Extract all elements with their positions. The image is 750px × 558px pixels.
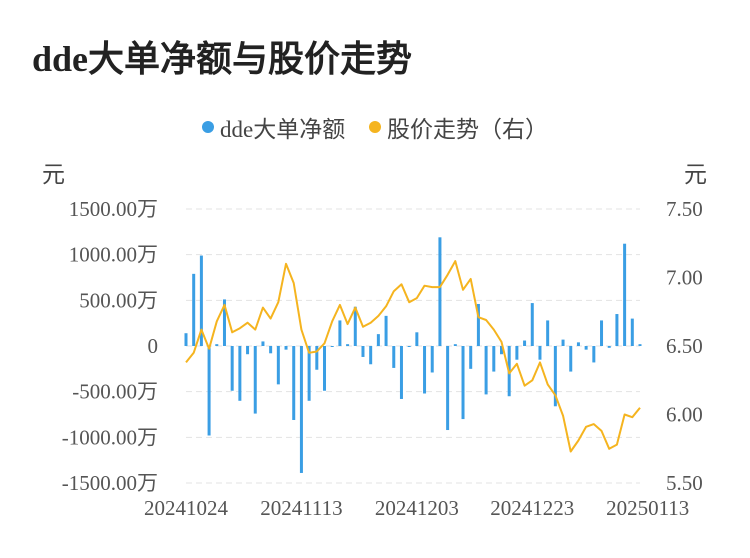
bar (461, 346, 465, 420)
right-tick-label: 6.00 (666, 403, 703, 427)
bar (484, 346, 488, 395)
bar (315, 346, 319, 370)
left-tick-label: 1500.00万 (69, 197, 158, 221)
right-axis-unit: 元 (684, 162, 707, 187)
left-tick-label: 1000.00万 (69, 243, 158, 267)
bar (246, 346, 250, 355)
bar (384, 315, 388, 346)
bar (561, 339, 565, 346)
bar (376, 334, 380, 346)
bar (607, 346, 611, 348)
bar (553, 346, 557, 407)
bar (407, 346, 411, 347)
right-tick-label: 5.50 (666, 471, 703, 495)
bar (330, 346, 334, 347)
bar (238, 346, 242, 401)
bar (430, 346, 434, 373)
bar (353, 306, 357, 346)
bar (307, 346, 311, 401)
bar (276, 346, 280, 385)
bar (284, 346, 288, 350)
legend-line-label: 股价走势（右） (386, 117, 548, 142)
bar (292, 346, 296, 420)
bar (269, 346, 273, 354)
bar (261, 341, 265, 346)
bar (538, 346, 542, 360)
bar (584, 346, 588, 350)
left-tick-label: 500.00万 (79, 288, 158, 312)
bar (184, 333, 188, 346)
bar (230, 346, 234, 391)
left-tick-label: -1000.00万 (62, 425, 158, 449)
bar (638, 344, 642, 346)
legend-item-line[interactable]: 股价走势（右） (368, 110, 548, 144)
bar (299, 346, 303, 473)
bar (446, 346, 450, 431)
x-tick-label: 20241203 (375, 496, 459, 520)
x-tick-label: 20241024 (144, 496, 229, 520)
x-tick-label: 20241113 (260, 496, 342, 520)
bar (623, 243, 627, 346)
bar (569, 346, 573, 372)
legend-bar-marker (202, 121, 215, 133)
bar (492, 346, 496, 372)
bar (369, 346, 373, 365)
bar (592, 346, 596, 363)
bar (615, 314, 619, 346)
bar (399, 346, 403, 399)
bar (415, 332, 419, 346)
bar (338, 320, 342, 346)
left-tick-label: -500.00万 (72, 380, 158, 404)
bar (600, 320, 604, 346)
bar (438, 237, 442, 346)
bar (423, 346, 427, 394)
bar (192, 273, 196, 346)
bar (576, 342, 580, 346)
bar (392, 346, 396, 368)
right-tick-label: 7.50 (666, 197, 703, 221)
bar (469, 346, 473, 369)
legend-bar-label: dde大单净额 (220, 117, 346, 142)
bar (499, 346, 503, 355)
bar (630, 318, 634, 346)
bar (453, 344, 457, 346)
bar (253, 346, 257, 414)
chart-title: dde大单净额与股价走势 (32, 39, 413, 79)
bar (346, 344, 350, 346)
x-tick-label: 20250113 (606, 496, 689, 520)
bar (207, 346, 211, 436)
legend-item-bar[interactable]: dde大单净额 (202, 110, 345, 144)
price-line (185, 260, 641, 453)
bar (530, 303, 534, 346)
bar (515, 346, 519, 360)
legend: dde大单净额 股价走势（右） (0, 110, 750, 144)
left-tick-label: -1500.00万 (62, 471, 158, 495)
right-tick-label: 6.50 (666, 334, 703, 358)
bar (323, 346, 327, 391)
bar (476, 303, 480, 346)
left-axis-unit: 元 (42, 162, 65, 187)
bar (215, 344, 219, 346)
left-tick-label: 0 (148, 334, 159, 358)
bar (361, 346, 365, 357)
right-tick-label: 7.00 (666, 266, 703, 290)
bar (199, 255, 203, 346)
bar (222, 299, 226, 346)
bar (546, 320, 550, 346)
bar (523, 340, 527, 346)
x-tick-label: 20241223 (490, 496, 574, 520)
legend-line-marker (368, 121, 381, 133)
